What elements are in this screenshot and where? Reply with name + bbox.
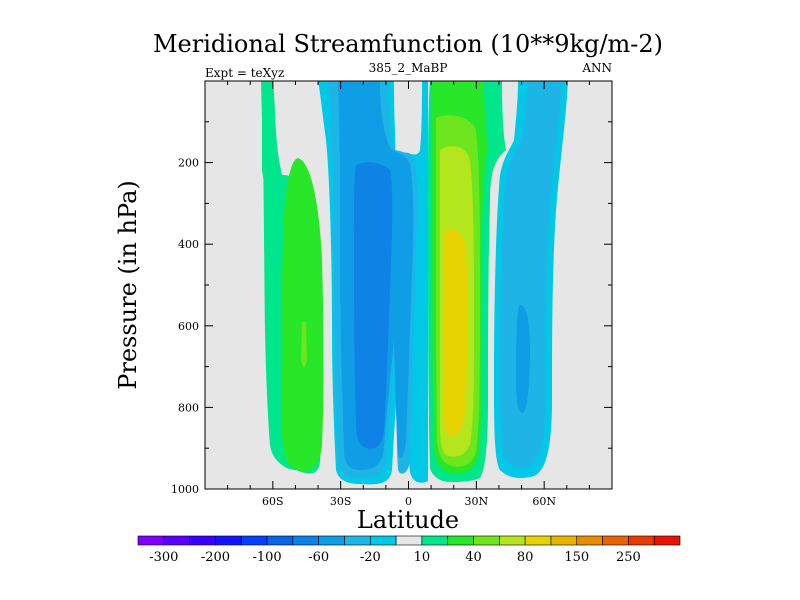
colorbar-swatch: [499, 535, 526, 546]
colorbar-label: -100: [252, 550, 281, 565]
colorbar-label: 250: [616, 550, 641, 565]
colorbar-swatch: [318, 535, 345, 546]
contour-fields: [261, 81, 568, 485]
expt-label: Expt = teXyz: [205, 66, 284, 80]
chart-title: Meridional Streamfunction (10**9kg/m-2): [153, 30, 663, 58]
colorbar-swatch: [163, 535, 190, 546]
colorbar-label: -60: [308, 550, 329, 565]
colorbar-label: 40: [465, 550, 482, 565]
colorbar-swatch: [421, 535, 449, 546]
colorbar-swatch: [653, 535, 681, 546]
y-tick-label: 1000: [171, 483, 199, 496]
colorbar: -300 -200 -100 -60 -20 10 40 80 150 250: [137, 535, 681, 565]
colorbar-swatch: [524, 535, 552, 546]
y-tick-label: 200: [178, 157, 199, 170]
colorbar-swatch: [447, 535, 474, 546]
colorbar-swatch: [602, 535, 629, 546]
contour-sh-20-40: [281, 158, 324, 472]
contour-nh-neg-mid: [500, 81, 562, 468]
colorbar-swatch: [473, 535, 500, 546]
colorbar-swatch: [344, 535, 371, 546]
season-label: ANN: [581, 61, 612, 75]
colorbar-swatch: [550, 535, 578, 546]
contour-sh-40-60: [301, 322, 307, 368]
contour-sh-neg-core: [354, 162, 393, 449]
x-ticks: 60S 30S 0 30N 60N: [204, 81, 613, 508]
y-axis-title: Pressure (in hPa): [114, 180, 142, 390]
colorbar-label: 150: [564, 550, 589, 565]
colorbar-swatch: [395, 535, 423, 546]
x-axis-title: Latitude: [357, 506, 459, 534]
colorbar-swatch: [576, 535, 603, 546]
colorbar-swatch: [266, 535, 294, 546]
colorbar-label: -200: [201, 550, 230, 565]
colorbar-label: 80: [517, 550, 534, 565]
x-tick-label: 0: [405, 495, 412, 508]
contour-sh-10-20: [262, 81, 266, 183]
case-label: 385_2_MaBP: [369, 61, 448, 75]
contour-nh-pos-80-100: [443, 229, 468, 437]
colorbar-swatch: [628, 535, 655, 546]
colorbar-label: 10: [414, 550, 431, 565]
y-ticks: 200 400 600 800 1000: [171, 121, 612, 496]
colorbar-swatch: [189, 535, 216, 546]
colorbar-swatch: [369, 535, 397, 546]
colorbar-swatch: [137, 535, 165, 546]
colorbar-swatch: [215, 535, 242, 546]
y-tick-label: 400: [178, 238, 199, 251]
colorbar-label: -20: [360, 550, 381, 565]
colorbar-swatch: [240, 535, 268, 546]
y-tick-label: 800: [178, 401, 199, 414]
colorbar-label: -300: [149, 550, 178, 565]
x-tick-label: 60S: [262, 495, 284, 508]
x-tick-label: 30N: [465, 495, 489, 508]
y-tick-label: 600: [178, 320, 199, 333]
x-tick-label: 30S: [330, 495, 352, 508]
colorbar-swatch: [292, 535, 319, 546]
contour-nh-neg-inner: [516, 304, 530, 413]
x-tick-label: 60N: [532, 495, 556, 508]
